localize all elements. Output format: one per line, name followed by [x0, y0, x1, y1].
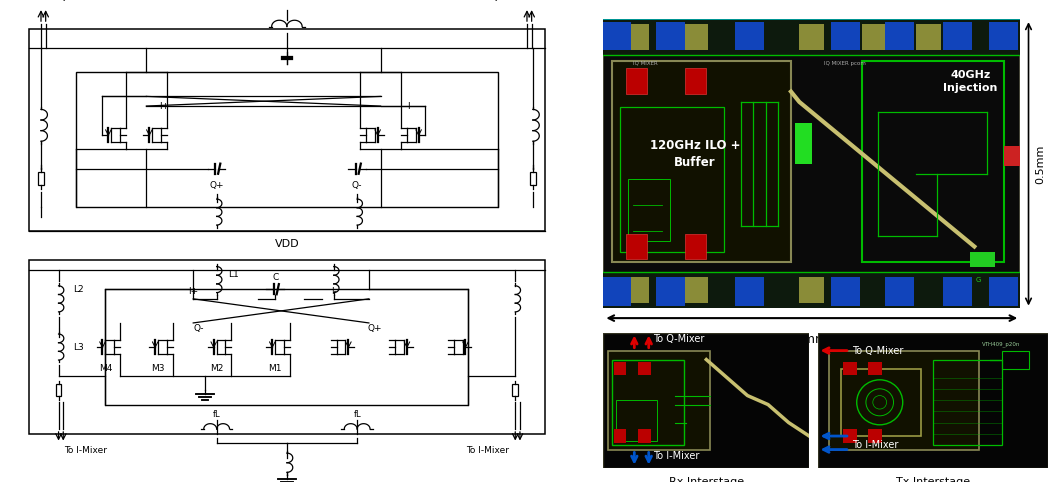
Text: To Q-Mixer: To Q-Mixer [46, 0, 95, 2]
Bar [933, 360, 1001, 445]
Bar [620, 107, 725, 252]
Bar [608, 350, 710, 450]
Text: VDD: VDD [274, 239, 300, 249]
Bar [683, 278, 708, 303]
Bar [56, 385, 61, 396]
Bar [885, 22, 914, 50]
Bar [513, 385, 518, 396]
Text: C: C [272, 273, 279, 282]
Text: To Q-Mixer: To Q-Mixer [479, 0, 528, 2]
Bar [601, 278, 631, 306]
Text: fL: fL [213, 410, 220, 419]
Bar [629, 179, 670, 241]
Bar [841, 369, 921, 436]
Bar [638, 429, 651, 443]
Bar [862, 25, 887, 50]
Bar [843, 362, 857, 375]
Bar [625, 25, 649, 50]
Bar [734, 278, 764, 306]
Text: To I-Mixer: To I-Mixer [653, 451, 699, 461]
Text: G: G [976, 278, 981, 283]
Text: Q+: Q+ [367, 323, 382, 333]
Bar [943, 22, 973, 50]
Bar [627, 234, 647, 259]
Text: fL: fL [353, 410, 361, 419]
Text: 1mm: 1mm [795, 333, 828, 346]
Text: Q-: Q- [194, 323, 205, 333]
Text: L1: L1 [228, 270, 239, 279]
Bar [830, 22, 860, 50]
Bar [76, 72, 498, 207]
Text: To I-Mixer: To I-Mixer [852, 440, 899, 450]
Bar [614, 429, 626, 443]
Bar [795, 122, 812, 164]
Text: To I-Mixer: To I-Mixer [466, 446, 510, 455]
Bar [800, 278, 824, 303]
Bar [38, 172, 44, 185]
Text: Q-: Q- [352, 181, 363, 190]
Bar [843, 429, 857, 443]
Bar [30, 260, 544, 434]
Text: Rx Interstage: Rx Interstage [669, 477, 744, 482]
Text: I+: I+ [159, 102, 169, 111]
Bar [885, 278, 914, 306]
Bar [800, 25, 824, 50]
Bar [685, 68, 706, 94]
Bar [614, 362, 626, 375]
Bar [916, 25, 941, 50]
Bar [603, 272, 1020, 308]
Text: Tx Interstage: Tx Interstage [896, 477, 970, 482]
Text: I-: I- [331, 287, 337, 296]
Bar [683, 25, 708, 50]
Bar [612, 61, 791, 262]
Text: 0.5mm: 0.5mm [1035, 144, 1044, 184]
Bar [1001, 350, 1030, 369]
Bar [1003, 146, 1020, 166]
Text: M4: M4 [99, 364, 112, 373]
Bar [30, 29, 544, 231]
Bar [829, 350, 979, 450]
Text: Q+: Q+ [209, 181, 224, 190]
Bar [603, 19, 1020, 55]
Bar [734, 22, 764, 50]
Bar [627, 68, 647, 94]
Bar [530, 172, 536, 185]
Bar [971, 252, 995, 267]
Bar [862, 61, 1003, 262]
Bar [989, 278, 1018, 306]
Bar [616, 400, 657, 441]
Bar [943, 278, 973, 306]
Bar [868, 429, 882, 443]
Bar [625, 278, 649, 303]
Bar [106, 289, 468, 405]
Bar [612, 360, 684, 445]
Bar [655, 22, 685, 50]
Text: To I-Mixer: To I-Mixer [64, 446, 108, 455]
Text: IQ MIXER pcom: IQ MIXER pcom [824, 61, 866, 66]
Text: M3: M3 [151, 364, 165, 373]
Bar [868, 362, 882, 375]
Text: 120GHz ILO +
Buffer: 120GHz ILO + Buffer [650, 138, 741, 169]
Text: L3: L3 [73, 343, 84, 351]
Text: I+: I+ [188, 287, 198, 296]
Bar [638, 362, 651, 375]
Bar [830, 278, 860, 306]
Text: To Q-Mixer: To Q-Mixer [653, 335, 704, 344]
Text: IQ MIXER: IQ MIXER [633, 61, 657, 66]
Bar [685, 234, 706, 259]
Bar [601, 22, 631, 50]
Bar [989, 22, 1018, 50]
Text: VTH409_p20n: VTH409_p20n [981, 342, 1020, 347]
Bar [655, 278, 685, 306]
Text: M2: M2 [210, 364, 224, 373]
Text: 40GHz
Injection: 40GHz Injection [943, 70, 997, 93]
Text: L2: L2 [73, 285, 83, 294]
Text: M1: M1 [268, 364, 282, 373]
Text: To Q-Mixer: To Q-Mixer [852, 346, 903, 356]
Text: I-: I- [407, 102, 413, 111]
